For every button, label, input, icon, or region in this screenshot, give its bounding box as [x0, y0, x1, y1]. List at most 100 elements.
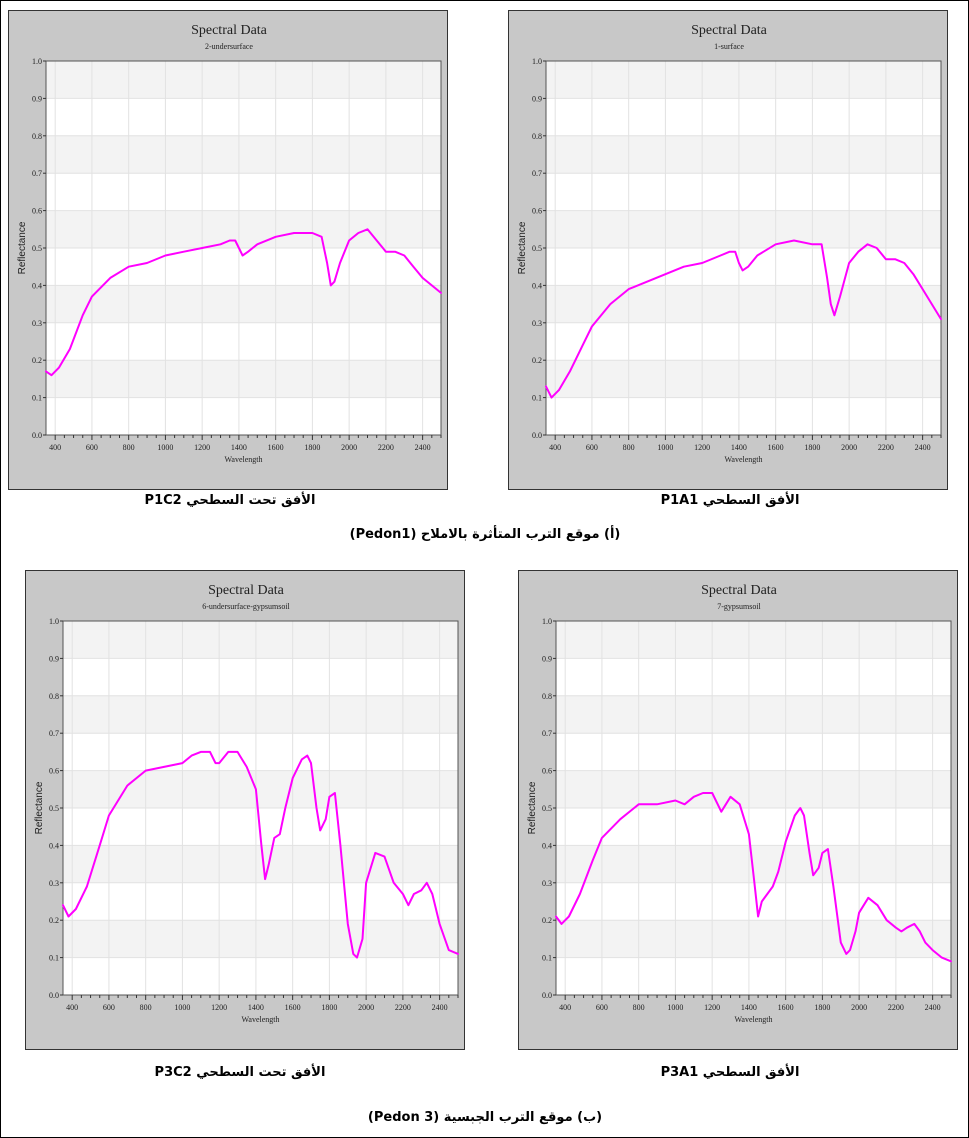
- y-tick-label: 0.2: [32, 356, 42, 365]
- x-tick-label: 1400: [731, 443, 747, 452]
- y-tick-label: 0.4: [532, 281, 542, 290]
- grid-band: [63, 695, 458, 734]
- x-tick-label: 1600: [778, 1003, 794, 1012]
- x-tick-label: 600: [596, 1003, 608, 1012]
- x-tick-label: 2400: [432, 1003, 448, 1012]
- y-axis-label: Reflectance: [517, 221, 528, 274]
- x-tick-label: 1800: [321, 1003, 337, 1012]
- x-axis-label: Wavelength: [224, 455, 262, 464]
- y-tick-label: 0.0: [32, 431, 42, 440]
- chart-p3a1: Spectral Data 7-gypsumsoil 0.0 0.1 0.2 0.3 0.4…: [518, 570, 958, 1050]
- y-tick-label: 0.8: [542, 692, 552, 701]
- caption-p3c2: الأفق تحت السطحي P3C2: [154, 1065, 326, 1080]
- y-tick-label: 0.0: [49, 991, 59, 1000]
- y-tick-label: 0.5: [49, 804, 59, 813]
- y-tick-label: 1.0: [49, 617, 59, 626]
- x-tick-label: 1200: [211, 1003, 227, 1012]
- x-tick-label: 1000: [657, 443, 673, 452]
- grid-band: [546, 210, 941, 248]
- y-tick-label: 0.5: [32, 244, 42, 253]
- y-tick-label: 0.0: [532, 431, 542, 440]
- caption-p3a1: الأفق السطحي P3A1: [660, 1065, 800, 1080]
- caption-group-b: (ب) موقع الترب الجبسية (Pedon 3): [367, 1110, 603, 1125]
- y-tick-label: 1.0: [32, 57, 42, 66]
- x-tick-label: 1800: [304, 443, 320, 452]
- grid-band: [63, 770, 458, 808]
- y-tick-label: 0.6: [542, 767, 552, 776]
- y-axis-label: Reflectance: [34, 781, 45, 834]
- chart-svg: Spectral Data 6-undersurface-gypsumsoil 0.…: [34, 583, 459, 1024]
- x-tick-label: 400: [549, 443, 561, 452]
- y-tick-label: 0.0: [542, 991, 552, 1000]
- grid-band: [546, 285, 941, 323]
- y-axis-label: Reflectance: [17, 221, 28, 274]
- caption-p1c2: الأفق تحت السطحي P1C2: [144, 493, 316, 508]
- grid-band: [46, 360, 441, 398]
- y-tick-label: 0.4: [32, 281, 42, 290]
- x-tick-label: 2400: [925, 1003, 941, 1012]
- chart-svg: Spectral Data 7-gypsumsoil 0.0 0.1 0.2 0.3 0.4…: [527, 583, 952, 1024]
- x-tick-label: 400: [49, 443, 61, 452]
- x-tick-label: 2200: [888, 1003, 904, 1012]
- x-tick-label: 2200: [395, 1003, 411, 1012]
- x-tick-label: 1000: [157, 443, 173, 452]
- grid-band: [546, 135, 941, 174]
- grid-band: [46, 135, 441, 174]
- y-tick-label: 0.1: [542, 954, 552, 963]
- y-tick-label: 0.2: [542, 916, 552, 925]
- chart-svg: Spectral Data 1-surface 0.0 0.1 0.2 0.3 0.4 0.5…: [517, 23, 942, 464]
- chart-subtitle: 6-undersurface-gypsumsoil: [202, 602, 290, 611]
- reflectance-line: [45, 228, 442, 377]
- grid-band: [46, 61, 441, 99]
- chart-p1a1: Spectral Data 1-surface 0.0 0.1 0.2 0.3 0.4 0.5…: [508, 10, 948, 490]
- y-tick-label: 0.2: [49, 916, 59, 925]
- x-tick-label: 2000: [841, 443, 857, 452]
- chart-subtitle: 7-gypsumsoil: [717, 602, 761, 611]
- x-tick-label: 2400: [915, 443, 931, 452]
- y-tick-label: 0.9: [532, 94, 542, 103]
- y-tick-label: 0.6: [49, 767, 59, 776]
- grid-band: [63, 621, 458, 659]
- x-tick-label: 400: [559, 1003, 571, 1012]
- grid-band: [556, 621, 951, 659]
- grid-band: [546, 61, 941, 99]
- x-tick-label: 1400: [741, 1003, 757, 1012]
- x-tick-label: 800: [623, 443, 635, 452]
- y-axis-label: Reflectance: [527, 781, 538, 834]
- x-tick-label: 1400: [248, 1003, 264, 1012]
- grid-band: [556, 920, 951, 958]
- x-tick-label: 2000: [341, 443, 357, 452]
- y-tick-label: 0.7: [32, 169, 42, 178]
- y-tick-label: 0.6: [32, 207, 42, 216]
- x-tick-label: 1800: [814, 1003, 830, 1012]
- x-tick-label: 1400: [231, 443, 247, 452]
- chart-title: Spectral Data: [191, 23, 268, 38]
- reflectance-line: [62, 750, 459, 959]
- y-tick-label: 0.5: [532, 244, 542, 253]
- x-axis-label: Wavelength: [724, 455, 762, 464]
- x-tick-label: 800: [633, 1003, 645, 1012]
- x-tick-label: 1000: [174, 1003, 190, 1012]
- x-tick-label: 600: [86, 443, 98, 452]
- y-tick-label: 0.4: [49, 841, 59, 850]
- x-tick-label: 1600: [268, 443, 284, 452]
- y-tick-label: 0.2: [532, 356, 542, 365]
- x-axis-label: Wavelength: [734, 1015, 772, 1024]
- x-tick-label: 1200: [194, 443, 210, 452]
- chart-subtitle: 2-undersurface: [205, 42, 253, 51]
- grid-band: [46, 210, 441, 248]
- chart-title: Spectral Data: [691, 23, 768, 38]
- y-tick-label: 0.7: [532, 169, 542, 178]
- y-tick-label: 0.3: [532, 319, 542, 328]
- y-tick-label: 0.9: [49, 654, 59, 663]
- reflectance-line: [545, 239, 942, 399]
- x-tick-label: 400: [66, 1003, 78, 1012]
- grid-band: [556, 770, 951, 808]
- chart-svg: Spectral Data 2-undersurface 0.0 0.1 0.2 0.3 0…: [17, 23, 442, 464]
- chart-title: Spectral Data: [701, 583, 778, 598]
- x-tick-label: 2400: [415, 443, 431, 452]
- x-tick-label: 600: [103, 1003, 115, 1012]
- x-tick-label: 2000: [358, 1003, 374, 1012]
- y-tick-label: 0.8: [532, 132, 542, 141]
- x-tick-label: 800: [140, 1003, 152, 1012]
